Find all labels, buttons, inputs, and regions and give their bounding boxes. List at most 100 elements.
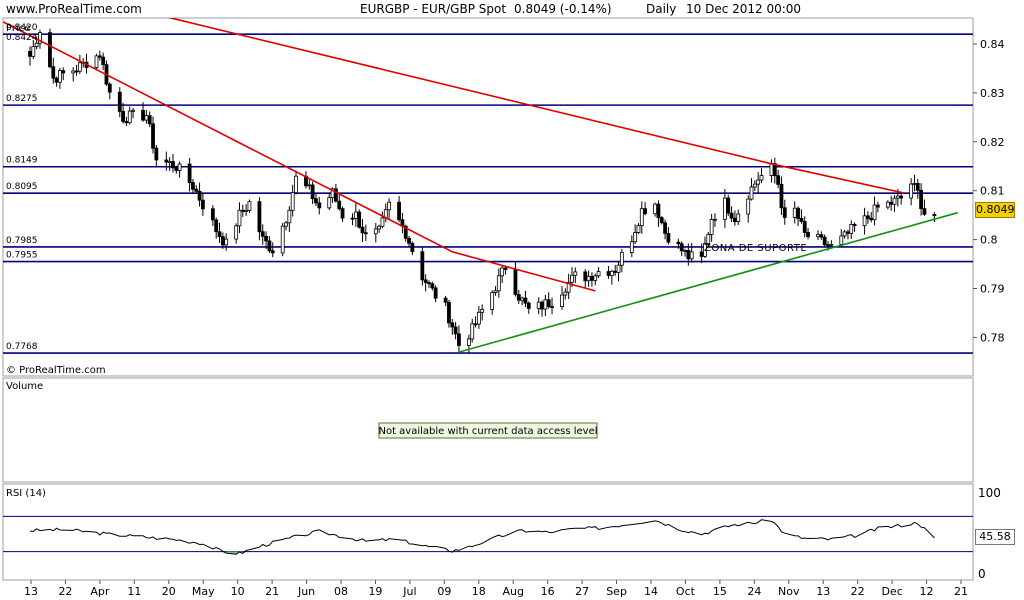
- candle-body: [586, 275, 591, 282]
- candle-body: [909, 183, 914, 199]
- candle-body: [839, 235, 844, 245]
- candle-body: [516, 294, 521, 301]
- candle-body: [792, 207, 797, 218]
- y-tick-label: 0.82: [980, 136, 1005, 149]
- candle-body: [523, 297, 528, 304]
- candle-body: [613, 270, 618, 273]
- candle-body: [606, 271, 611, 276]
- candle-body: [200, 199, 205, 210]
- candle-body: [210, 208, 215, 221]
- candle-body: [819, 234, 824, 238]
- candle-body: [48, 32, 52, 68]
- rsi-value-badge: 45.58: [975, 529, 1015, 545]
- candle-body: [706, 234, 711, 244]
- candle-body: [54, 77, 59, 83]
- candle-body: [749, 186, 754, 200]
- candle-body: [420, 251, 425, 281]
- candle-body: [363, 232, 368, 235]
- rsi-panel-label: RSI (14): [6, 488, 46, 499]
- candle-body: [875, 204, 880, 208]
- candle-body: [61, 70, 66, 74]
- candle-body: [147, 115, 152, 125]
- candle-body: [726, 197, 731, 214]
- resistance-trendline: [3, 21, 596, 292]
- candle-body: [892, 197, 897, 205]
- y-tick-label: 0.79: [980, 283, 1005, 296]
- candle-body: [709, 218, 714, 235]
- candle-body: [121, 110, 125, 122]
- candle-body: [101, 56, 106, 66]
- rsi-line: [29, 519, 935, 555]
- candle-body: [257, 201, 262, 233]
- candle-body: [240, 209, 245, 212]
- rsi-axis-100: 100: [978, 486, 1001, 500]
- x-tick-label: Dec: [881, 585, 902, 598]
- candle-body: [217, 231, 222, 238]
- level-label: 0.8275: [6, 94, 38, 104]
- rsi-series: [3, 515, 973, 555]
- x-tick-label: 20: [162, 585, 176, 598]
- candle-body: [566, 281, 571, 293]
- candle-body: [736, 213, 741, 222]
- candle-body: [643, 208, 648, 215]
- candle-body: [77, 62, 82, 72]
- y-tick-label: 0.84: [980, 38, 1005, 51]
- candle-body: [237, 209, 242, 227]
- candle-body: [802, 220, 807, 233]
- candle-body: [520, 297, 524, 301]
- candle-body: [380, 217, 385, 227]
- price-axis: 0.84 0.83 0.82 0.81 0.8 0.79 0.78: [973, 38, 1005, 344]
- x-tick-label: 11: [127, 585, 141, 598]
- candle-body: [616, 264, 621, 273]
- candle-body: [58, 70, 62, 83]
- candle-body: [314, 198, 318, 204]
- candle-body: [666, 232, 671, 243]
- site-url[interactable]: www.ProRealTime.com: [6, 2, 142, 16]
- candle-body: [560, 294, 564, 308]
- x-tick-label: 18: [472, 585, 486, 598]
- y-tick-label: 0.83: [980, 87, 1005, 100]
- candle-body: [689, 251, 694, 260]
- x-tick-label: 22: [851, 585, 865, 598]
- candle-body: [536, 301, 541, 309]
- x-tick-label: 10: [231, 585, 245, 598]
- x-tick-label: Sep: [606, 585, 627, 598]
- candle-body: [752, 183, 757, 188]
- candle-body: [144, 115, 149, 121]
- candle-body: [872, 204, 877, 221]
- candle-body: [264, 235, 268, 242]
- candle-body: [267, 240, 272, 252]
- candle-body: [74, 70, 79, 73]
- candle-body: [71, 70, 76, 74]
- candle-body: [919, 189, 923, 210]
- candle-body: [686, 250, 691, 260]
- candle-body: [171, 161, 175, 169]
- candle-body: [846, 231, 850, 234]
- candle-body: [772, 163, 777, 177]
- candle-body: [653, 203, 657, 215]
- price-panel-label: Price: [6, 23, 30, 34]
- x-tick-label: 22: [58, 585, 72, 598]
- candle-body: [699, 251, 704, 257]
- candle-body: [676, 241, 681, 245]
- candle-body: [866, 215, 870, 219]
- candle-body: [503, 267, 508, 270]
- candle-body: [280, 225, 285, 254]
- support-trendline: [458, 211, 958, 353]
- candle-body: [430, 283, 435, 289]
- level-label: 0.8095: [6, 182, 38, 192]
- candle-body: [340, 208, 345, 219]
- x-tick-label: 16: [541, 585, 555, 598]
- candle-body: [127, 110, 132, 124]
- candle-body: [107, 83, 112, 93]
- candle-body: [450, 322, 455, 328]
- candle-body: [457, 333, 461, 346]
- y-tick-label: 0.78: [980, 331, 1005, 344]
- candle-body: [593, 275, 598, 281]
- x-tick-label: 09: [437, 585, 451, 598]
- candle-body: [131, 109, 135, 112]
- candle-body: [490, 292, 495, 310]
- candle-body: [776, 175, 781, 185]
- candle-body: [194, 188, 199, 192]
